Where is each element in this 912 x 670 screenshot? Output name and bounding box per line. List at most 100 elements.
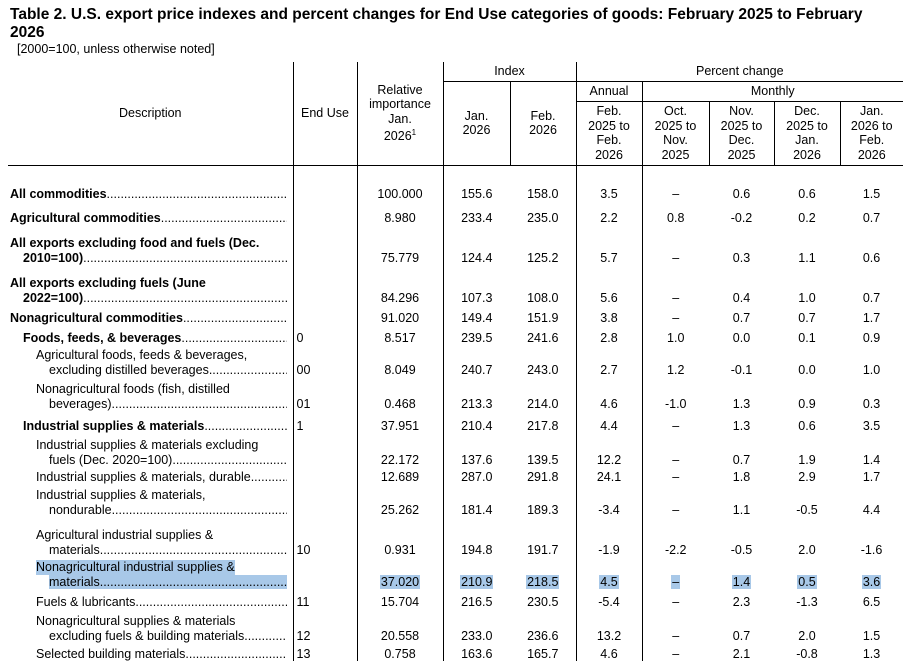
row-description: All exports excluding fuels (June 2022=10… <box>8 265 293 305</box>
cell-jan-feb-change: 3.5 <box>862 418 881 433</box>
cell-index-jan: 181.4 <box>442 484 510 523</box>
cell-index-jan: 210.9 <box>442 557 510 589</box>
table-body: All commodities.........................… <box>8 165 903 661</box>
leader-dots: ........................................… <box>250 469 287 484</box>
cell-nov-dec-change: 1.4 <box>731 574 752 589</box>
cell-relative-importance: 8.049 <box>356 345 443 377</box>
row-end-use: 12 <box>292 609 357 643</box>
cell-oct-nov-change: 0.8 <box>641 201 709 225</box>
leader-dots: ........................................… <box>99 542 287 557</box>
row-description: Nonagricultural commodities.............… <box>8 305 293 325</box>
cell-annual-change: 3.5 <box>575 177 642 201</box>
header-monthly-group: Monthly <box>641 81 904 102</box>
cell-relative-importance: 25.262 <box>356 484 443 523</box>
cell-annual-change: 2.8 <box>575 325 642 345</box>
row-description-text: All exports excluding food and fuels (De… <box>10 236 260 250</box>
row-end-use: 11 <box>292 589 357 609</box>
cell-index-feb: 189.3 <box>527 502 559 517</box>
row-end-use <box>292 201 357 225</box>
cell-nov-dec-change: -0.5 <box>730 542 753 557</box>
cell-jan-feb-change: 1.0 <box>862 362 881 377</box>
row-description: Agricultural commodities................… <box>8 201 293 225</box>
cell-relative-importance: 20.558 <box>356 609 443 643</box>
cell-nov-dec-change: 0.7 <box>732 628 751 643</box>
cell-relative-importance: 84.296 <box>356 265 443 305</box>
cell-dec-jan-change: 2.0 <box>798 542 816 557</box>
cell-nov-dec-change: 2.3 <box>732 594 751 609</box>
cell-jan-feb-change: 1.3 <box>862 646 881 661</box>
row-description: All commodities.........................… <box>8 177 293 201</box>
cell-index-jan: 210.4 <box>442 411 510 433</box>
cell-annual-change: 4.5 <box>575 557 642 589</box>
header-annual-col: Feb. 2025 to Feb. 2026 <box>575 101 642 166</box>
leader-dots: ........................................… <box>172 452 287 467</box>
table-row: Nonagricultural industrial supplies & mat… <box>8 557 903 589</box>
row-end-use <box>292 265 357 305</box>
cell-oct-nov-change: – <box>641 177 709 201</box>
row-end-use <box>292 177 357 201</box>
cell-dec-jan-change: -0.5 <box>796 502 818 517</box>
header-oct-nov: Oct. 2025 to Nov. 2025 <box>641 101 709 166</box>
row-end-use <box>292 484 357 523</box>
cell-index-feb: 151.9 <box>527 310 559 325</box>
cell-oct-nov-change: 1.0 <box>641 325 709 345</box>
row-end-use: 1 <box>292 411 357 433</box>
cell-annual-change: 24.1 <box>575 467 642 484</box>
cell-dec-jan-change: 1.1 <box>798 250 816 265</box>
row-description-text: materials <box>49 574 100 589</box>
table-row: Industrial supplies & materials, durable… <box>8 467 903 484</box>
cell-nov-dec-change: 1.3 <box>732 396 751 411</box>
cell-jan-feb-change: 0.3 <box>862 396 881 411</box>
header-annual-group: Annual <box>575 81 642 102</box>
cell-oct-nov-change: – <box>641 265 709 305</box>
cell-oct-nov-change: – <box>641 589 709 609</box>
cell-oct-nov-change: – <box>641 467 709 484</box>
row-end-use <box>292 557 357 589</box>
cell-index-jan: 233.4 <box>442 201 510 225</box>
cell-dec-jan-change: 0.5 <box>797 574 817 589</box>
cell-annual-change: 3.8 <box>575 305 642 325</box>
cell-index-jan: 194.8 <box>442 523 510 557</box>
row-end-use <box>292 225 357 265</box>
cell-annual-change: -1.9 <box>575 523 642 557</box>
leader-dots: ........................................… <box>106 186 287 201</box>
cell-index-feb: 235.0 <box>527 210 559 225</box>
row-description: Nonagricultural industrial supplies & mat… <box>8 557 293 589</box>
cell-dec-jan-change: 0.6 <box>798 186 816 201</box>
row-description: Agricultural industrial supplies & materi… <box>8 523 293 557</box>
cell-annual-change: 2.2 <box>575 201 642 225</box>
table-row: All exports excluding fuels (June 2022=10… <box>8 265 903 305</box>
cell-dec-jan-change: 0.1 <box>798 330 816 345</box>
cell-nov-dec-change: 1.1 <box>732 502 751 517</box>
cell-index-jan: 155.6 <box>442 177 510 201</box>
cell-dec-jan-change: 0.6 <box>798 418 816 433</box>
cell-relative-importance: 91.020 <box>356 305 443 325</box>
row-description: Industrial supplies & materials excludin… <box>8 433 293 467</box>
cell-jan-feb-change: 4.4 <box>862 502 881 517</box>
cell-annual-change: 12.2 <box>575 433 642 467</box>
row-description-text: Industrial supplies & materials <box>23 418 205 433</box>
row-description-text: excluding distilled beverages <box>49 362 209 377</box>
cell-index-feb: 217.8 <box>527 418 559 433</box>
cell-jan-feb-change: -1.6 <box>860 542 883 557</box>
cell-nov-dec-change: 1.8 <box>732 469 751 484</box>
cell-jan-feb-change: 0.7 <box>862 210 881 225</box>
cell-index-feb: 158.0 <box>527 186 559 201</box>
cell-nov-dec-change: 0.7 <box>732 452 751 467</box>
table-row: Foods, feeds, & beverages...............… <box>8 325 903 345</box>
row-description: Industrial supplies & materials, nondurab… <box>8 484 293 523</box>
row-description-text: Nonagricultural foods (fish, distilled <box>36 382 230 396</box>
leader-dots: ........................................… <box>111 502 287 517</box>
row-description-text: fuels (Dec. 2020=100) <box>49 452 173 467</box>
row-description-text: Agricultural foods, feeds & beverages, <box>36 348 248 362</box>
cell-jan-feb-change: 6.5 <box>862 594 881 609</box>
cell-relative-importance: 37.951 <box>356 411 443 433</box>
cell-index-jan: 137.6 <box>442 433 510 467</box>
cell-dec-jan-change: 1.0 <box>798 290 816 305</box>
table-row: Agricultural industrial supplies & materi… <box>8 523 903 557</box>
row-description-text: 2022=100) <box>23 290 84 305</box>
cell-dec-jan-change: 0.7 <box>798 310 816 325</box>
row-description-text: All exports excluding fuels (June <box>10 276 206 290</box>
leader-dots: ........................................… <box>83 250 286 265</box>
table-note: [2000=100, unless otherwise noted] <box>17 42 215 56</box>
